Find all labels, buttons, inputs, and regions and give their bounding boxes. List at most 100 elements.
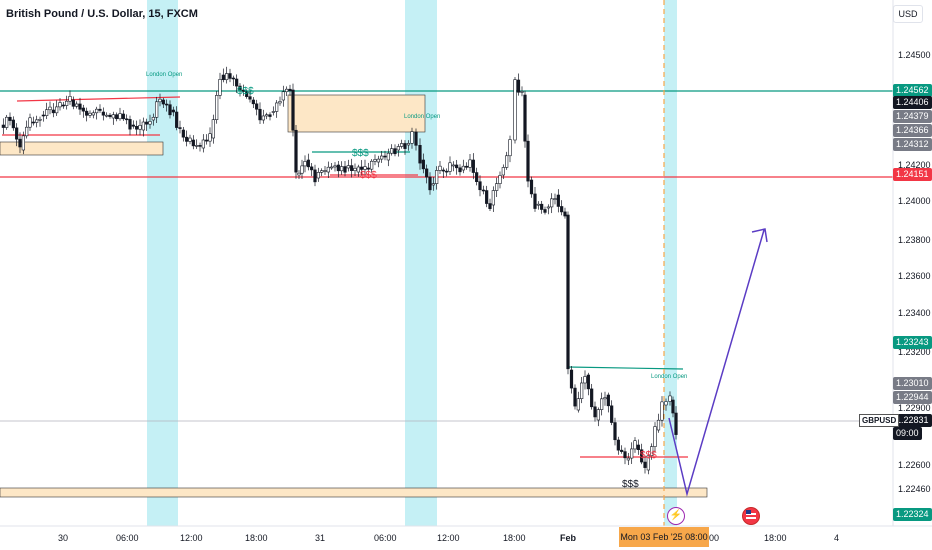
candle-body — [208, 133, 212, 142]
candle-body — [141, 121, 145, 131]
candle-body — [656, 419, 661, 431]
candle-body — [303, 161, 307, 167]
candle-body — [275, 102, 279, 112]
candle-body — [606, 394, 610, 407]
candle-body — [471, 159, 475, 173]
candle-body — [161, 99, 165, 105]
candle-body — [316, 172, 320, 179]
candle-body — [201, 139, 205, 149]
candle-body — [491, 190, 495, 206]
candle-body — [245, 91, 249, 97]
candle-body — [188, 137, 192, 142]
us-flag-icon[interactable] — [742, 507, 760, 525]
candle-body — [431, 183, 435, 186]
candle-body — [151, 116, 155, 121]
candle-body — [68, 96, 72, 102]
candle-body — [508, 139, 512, 157]
candle-body — [569, 369, 574, 389]
candle-body — [593, 406, 597, 418]
candle-body — [320, 170, 324, 173]
candle-body — [553, 198, 557, 200]
candle-body — [115, 114, 119, 120]
price-label: 1.24562 — [893, 84, 932, 97]
candle-body — [546, 206, 550, 209]
candle-body — [235, 78, 239, 87]
liquidity-marker: $$$ — [237, 86, 254, 97]
candle-body — [633, 440, 637, 450]
candle-body — [600, 398, 604, 410]
price-label: 09:00 — [893, 427, 922, 440]
candle-body — [51, 109, 55, 114]
candle-body — [41, 114, 45, 117]
liquidity-marker: $$$ — [352, 148, 369, 159]
candle-body — [248, 96, 252, 100]
candle-body — [215, 95, 219, 120]
event-flash-icon[interactable]: ⚡ — [667, 507, 685, 525]
session-label: London Open — [651, 374, 687, 380]
candle-body — [451, 164, 455, 167]
candle-body — [603, 397, 607, 400]
candle-body — [8, 116, 12, 121]
candle-body — [61, 104, 65, 107]
candle-body — [520, 91, 524, 93]
candle-body — [435, 170, 439, 184]
candle-body — [616, 439, 620, 451]
candle-body — [11, 119, 15, 129]
candle-body — [333, 165, 337, 168]
candle-body — [228, 73, 232, 79]
candle-body — [58, 102, 62, 108]
candle-body — [310, 166, 314, 171]
candle-body — [414, 131, 418, 146]
candle-body — [294, 129, 298, 173]
time-tick-label: 18:00 — [503, 533, 526, 543]
candle-body — [425, 168, 429, 178]
candle-body — [396, 146, 400, 151]
candle-body — [418, 145, 422, 164]
time-tick-label: 4 — [834, 533, 840, 543]
candle-body — [165, 103, 169, 106]
candle-body — [98, 108, 102, 111]
candle-body — [533, 193, 537, 209]
candle-body — [523, 94, 527, 142]
candle-body — [566, 214, 570, 370]
candle-body — [81, 107, 85, 112]
candle-body — [393, 148, 397, 155]
candle-body — [674, 412, 678, 435]
candle-body — [178, 127, 182, 129]
candle-body — [563, 211, 567, 217]
candle-body — [35, 119, 39, 123]
candle-body — [45, 109, 49, 116]
candle-body — [108, 114, 112, 117]
candle-body — [573, 387, 577, 407]
candle-body — [281, 91, 285, 101]
candle-body — [15, 127, 19, 140]
candle-body — [71, 99, 75, 107]
candle-body — [438, 165, 442, 171]
currency-button[interactable]: USD — [893, 5, 923, 23]
candle-body — [291, 89, 295, 131]
candle-body — [640, 449, 644, 463]
candle-body — [155, 101, 159, 118]
candle-body — [138, 124, 142, 130]
candle-body — [458, 167, 462, 173]
price-axis[interactable]: 1.24500 1.24200 1.24000 1.23800 1.23600 1.234… — [898, 50, 931, 494]
candle-body — [445, 170, 449, 173]
candle-body — [340, 166, 344, 172]
arrow-head-icon — [751, 228, 768, 243]
candle-body — [498, 175, 502, 184]
price-tick-label: 1.23800 — [898, 235, 931, 245]
candle-body — [278, 101, 282, 104]
candle-body — [145, 121, 149, 125]
candle-body — [526, 140, 530, 182]
candle-body — [646, 455, 650, 471]
candle-body — [258, 108, 262, 121]
candle-body — [543, 209, 547, 213]
candle-body — [343, 166, 347, 173]
candle-body — [650, 446, 654, 457]
liquidity-marker: $$$ — [360, 170, 377, 181]
time-tick-label: 18:00 — [764, 533, 787, 543]
candle-body — [168, 104, 172, 116]
candle-body — [131, 124, 135, 127]
candle-body — [583, 376, 587, 384]
